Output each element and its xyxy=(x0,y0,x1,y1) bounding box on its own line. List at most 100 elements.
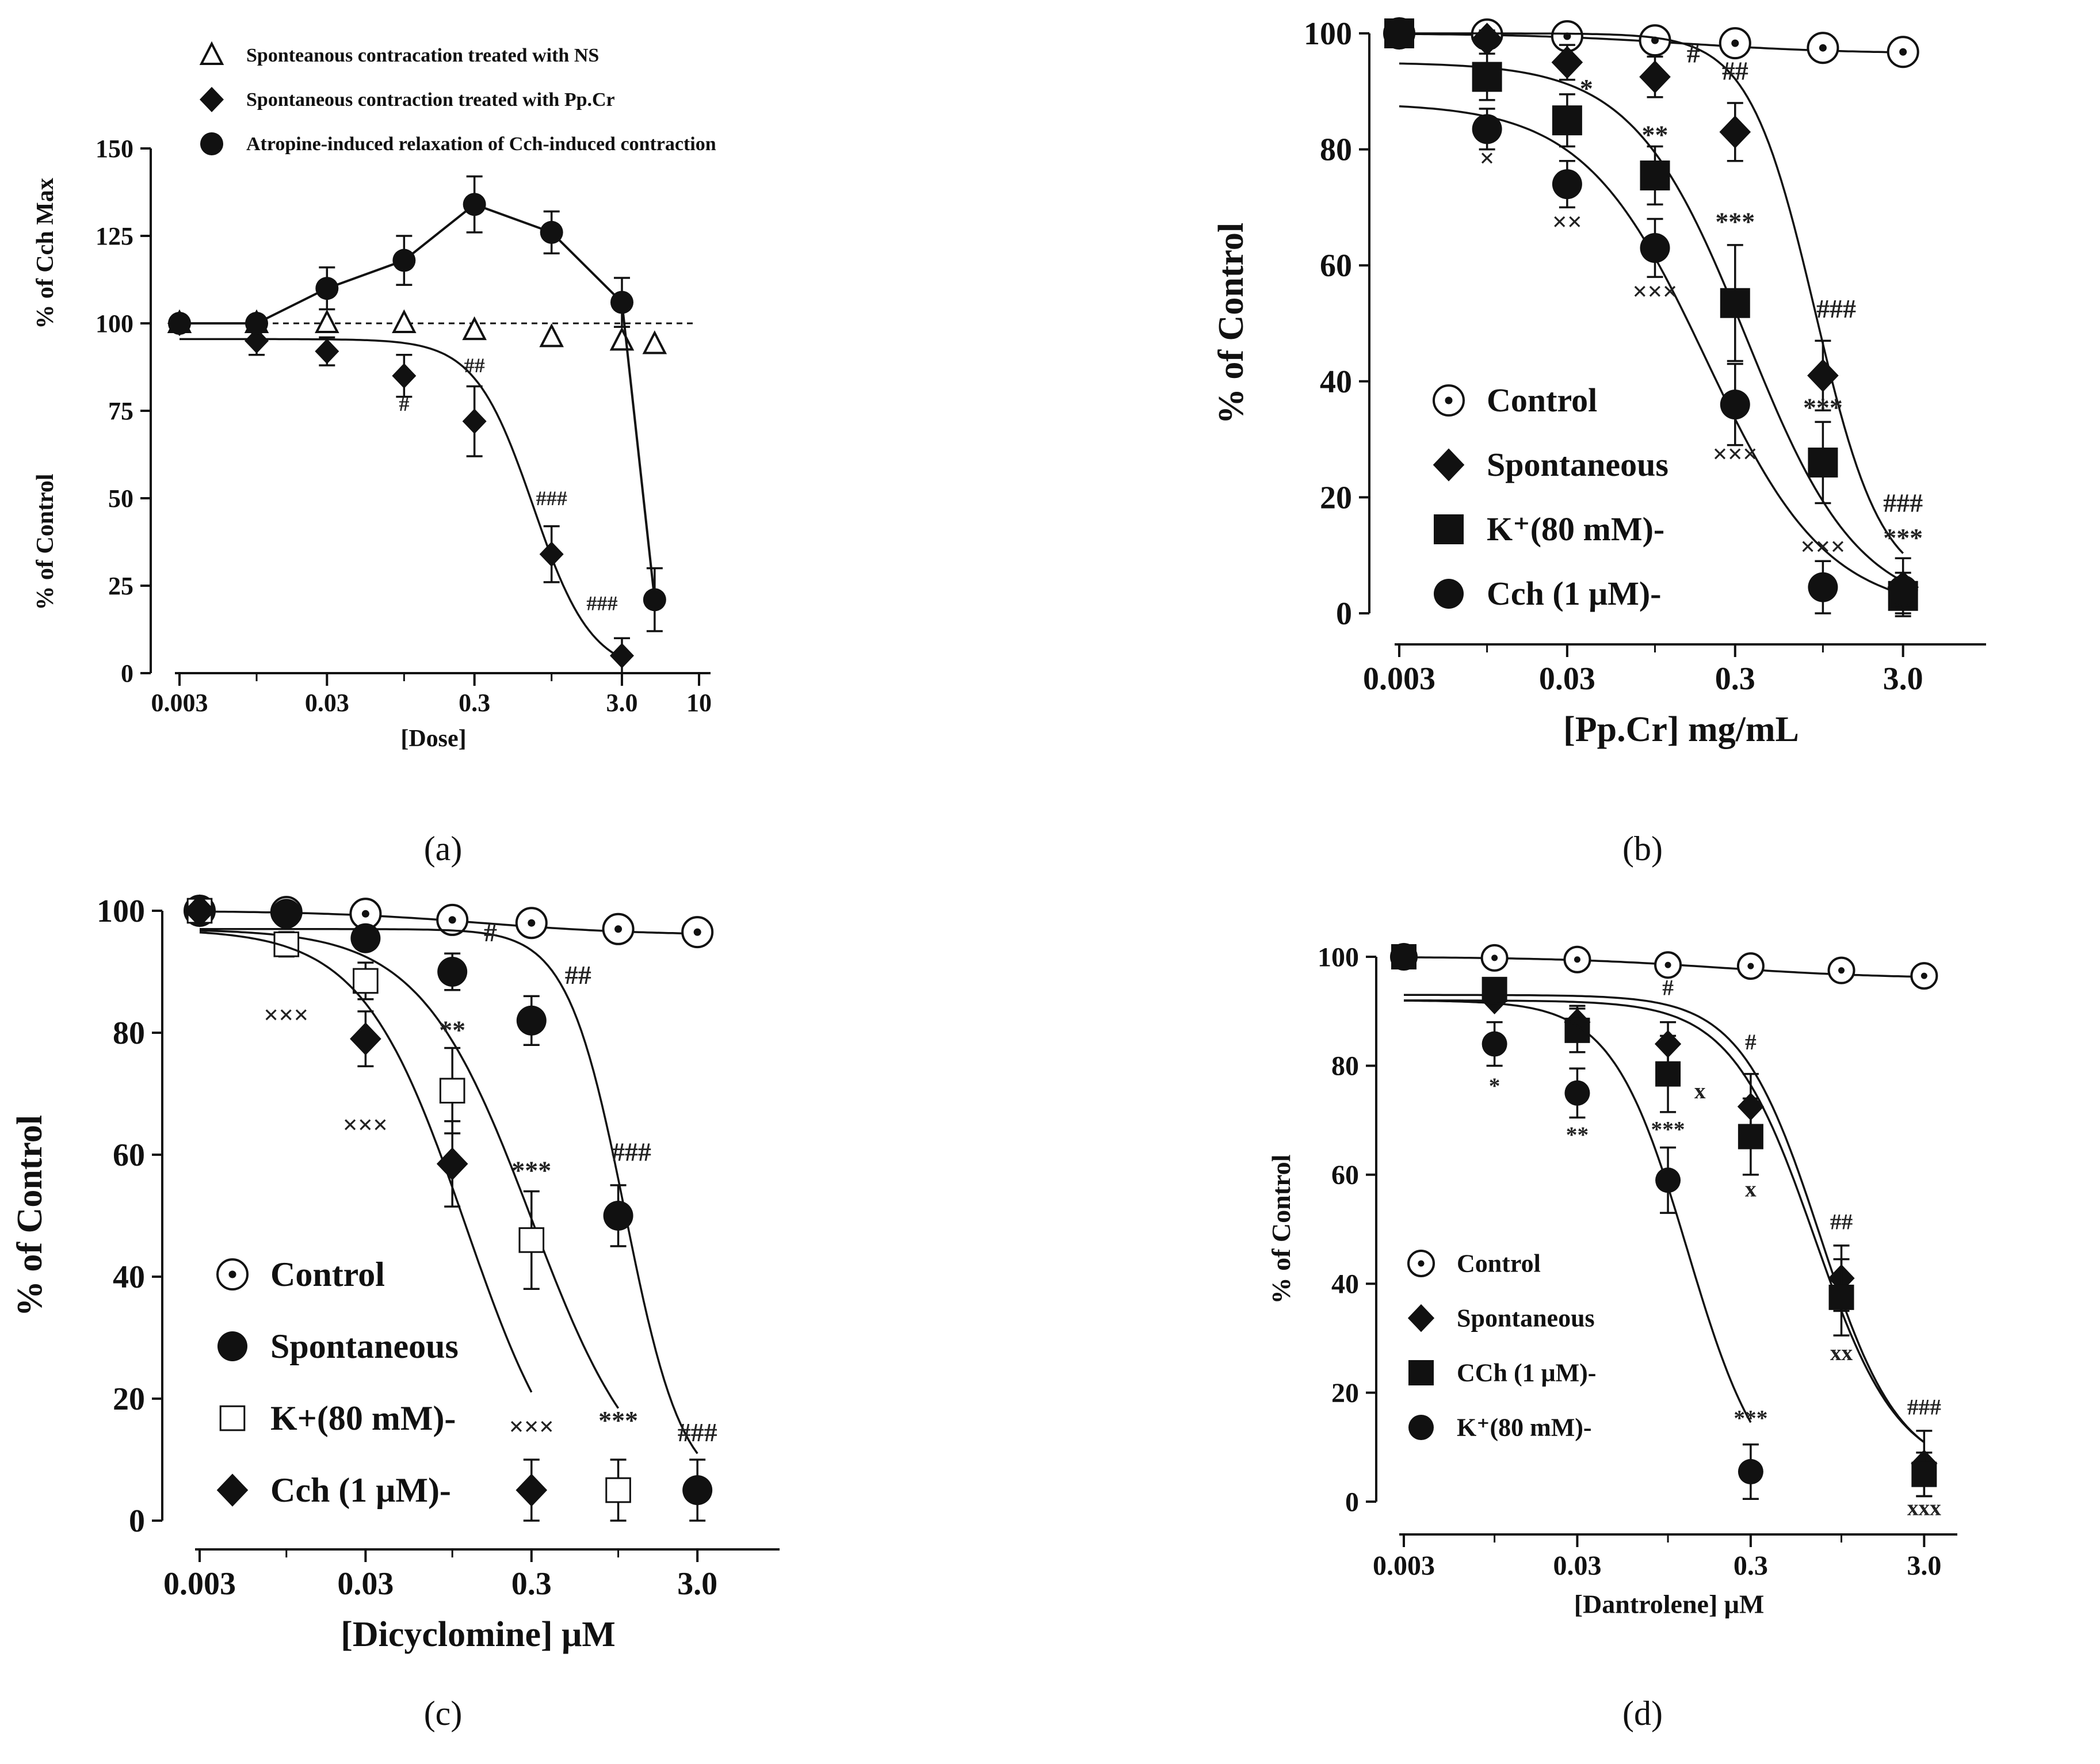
panel-b-significance-label: *** xyxy=(1803,392,1843,422)
panel-c-point xyxy=(516,1473,548,1507)
panel-c-point xyxy=(350,923,381,953)
panel-d-point xyxy=(1655,1061,1681,1087)
panel-c-ytick-label: 20 xyxy=(113,1381,145,1417)
panel-c-significance-label: ### xyxy=(678,1418,717,1447)
panel-a-xtick-label: 0.003 xyxy=(151,689,208,717)
panel-d-point xyxy=(1827,956,1855,984)
panel-d-point xyxy=(1564,1080,1590,1106)
panel-b-legend-marker xyxy=(1434,514,1464,544)
panel-c-legend-marker xyxy=(219,1405,246,1431)
panel-c-ytick-label: 0 xyxy=(129,1503,145,1539)
panel-b-significance-label: ### xyxy=(1883,488,1923,518)
panel-c-xtick-label: 0.003 xyxy=(163,1566,236,1602)
panel-b-point xyxy=(1472,114,1502,144)
panel-d-significance-label: # xyxy=(1745,1029,1757,1055)
panel-b-point xyxy=(1808,572,1838,602)
panel-d-point-dot xyxy=(1664,961,1671,968)
panel-a-point xyxy=(642,330,667,354)
panel-a-legend-label: Sponteanous contracation treated with NS xyxy=(246,45,599,66)
panel-d-point xyxy=(1738,1458,1763,1484)
panel-b-point xyxy=(1720,288,1750,318)
panel-a-point xyxy=(392,363,417,389)
panel-b-x-axis-label: [Pp.Cr] mg/mL xyxy=(1563,710,1799,749)
panel-c-series-2-fit xyxy=(199,929,620,1409)
panel-b-legend-marker xyxy=(1433,384,1465,417)
panel-a-ytick-label: 100 xyxy=(96,310,133,338)
panel-b-legend-marker-dot xyxy=(1445,396,1453,404)
panel-c-legend-marker xyxy=(217,1331,247,1361)
panel-d-xtick-label: 0.003 xyxy=(1373,1551,1435,1581)
panel-c-ytick-label: 60 xyxy=(113,1137,145,1173)
panel-d-significance-label: xx xyxy=(1830,1340,1853,1365)
panel-a-ytick-label: 25 xyxy=(108,572,133,600)
panel-b-ytick-label: 0 xyxy=(1336,596,1352,632)
panel-a-significance-label: ### xyxy=(536,487,567,510)
panel-c-label: (c) xyxy=(424,1694,463,1732)
panel-b-point xyxy=(1720,390,1750,420)
panel-c-significance-label: ## xyxy=(565,960,591,990)
panel-c-point xyxy=(515,907,548,940)
panel-c-legend-marker xyxy=(216,1473,249,1507)
panel-b-legend-label: Spontaneous xyxy=(1487,446,1668,483)
panel-a-point xyxy=(539,323,564,348)
panel-b-point xyxy=(1551,45,1583,79)
panel-d-legend-marker-dot xyxy=(1418,1260,1425,1267)
panel-c-point xyxy=(349,898,382,930)
panel-c-significance-label: *** xyxy=(511,1155,551,1185)
panel-c-significance-label: ** xyxy=(439,1015,465,1045)
panel-d-point xyxy=(1482,976,1507,1002)
panel-a-significance-label: ## xyxy=(464,354,485,377)
panel-c-series-3-fit xyxy=(199,931,533,1393)
panel-a-xtick-label: 10 xyxy=(686,689,712,717)
panel-b-legend-label: K⁺(80 mM)- xyxy=(1487,510,1664,548)
panel-d-point xyxy=(1738,1124,1763,1150)
panel-c-point xyxy=(681,916,714,949)
panel-a-point xyxy=(392,249,416,272)
panel-c-dicyclomine-response: 0 20 40 60 80 100 0.003 0.03 0.3 3.0 [Dicyclomine]… xyxy=(10,894,780,1732)
panel-c-legend-label: Cch (1 μM)- xyxy=(270,1471,451,1509)
panel-b-point-dot xyxy=(1899,48,1907,56)
panel-b-xtick-label: 3.0 xyxy=(1883,661,1923,697)
panel-c-point-dot xyxy=(448,916,456,924)
panel-c-point xyxy=(350,1022,381,1056)
panel-d-ytick-label: 60 xyxy=(1331,1160,1359,1190)
panel-d-point-dot xyxy=(1491,954,1498,961)
panel-a-point xyxy=(610,291,633,314)
panel-a-y-axis-label-bottom: % of Control xyxy=(32,474,59,610)
panel-b-point-dot xyxy=(1819,44,1827,52)
panel-d-legend-marker xyxy=(1408,1360,1434,1385)
panel-a-series-0 xyxy=(167,309,667,354)
panel-c-significance-label: ××× xyxy=(509,1412,554,1441)
panel-b-series-3: ×××××××××××× xyxy=(1384,18,1918,614)
panel-d-legend-marker xyxy=(1407,1250,1435,1277)
panel-a-point xyxy=(540,220,563,244)
panel-c-point-dot xyxy=(614,925,623,933)
panel-c-point-dot xyxy=(528,919,536,927)
panel-b-legend-marker xyxy=(1433,448,1465,482)
panel-a-dose-response: 0 25 50 75 100 125 150 0.003 0.03 0.3 3.0 10 [Dose]%… xyxy=(32,41,716,868)
panel-d-legend-label: Spontaneous xyxy=(1457,1304,1595,1332)
panel-d-ytick-label: 80 xyxy=(1331,1051,1359,1082)
panel-a-x-axis-label: [Dose] xyxy=(400,726,466,752)
panel-d-point xyxy=(1911,1461,1937,1487)
panel-a-xtick-label: 0.3 xyxy=(459,689,490,717)
panel-d-ytick-label: 40 xyxy=(1331,1269,1359,1300)
panel-c-point xyxy=(271,899,301,929)
panel-a-point xyxy=(315,277,339,300)
panel-b-ytick-label: 60 xyxy=(1320,248,1352,284)
panel-a-point xyxy=(609,643,634,669)
panel-a-significance-label: ### xyxy=(586,592,617,615)
panel-c-point xyxy=(518,1227,545,1253)
panel-a-xtick-label: 0.03 xyxy=(305,689,349,717)
panel-b-point xyxy=(1887,36,1919,68)
panel-a-point xyxy=(315,309,339,333)
panel-d-significance-label: xxx xyxy=(1907,1495,1941,1521)
panel-b-xtick-label: 0.03 xyxy=(1539,661,1595,697)
panel-a-point xyxy=(315,338,339,364)
panel-a-ytick-label: 50 xyxy=(108,484,133,513)
panel-c-point xyxy=(682,1475,713,1505)
panel-d-point xyxy=(1654,951,1682,979)
panel-b-significance-label: ×× xyxy=(1552,207,1582,236)
panel-d-significance-label: *** xyxy=(1651,1117,1685,1142)
